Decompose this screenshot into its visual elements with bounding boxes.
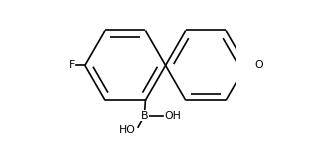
Text: F: F: [69, 60, 75, 70]
Text: O: O: [254, 60, 263, 70]
Text: HO: HO: [119, 125, 136, 135]
Text: OH: OH: [164, 111, 181, 121]
Text: B: B: [141, 111, 148, 121]
